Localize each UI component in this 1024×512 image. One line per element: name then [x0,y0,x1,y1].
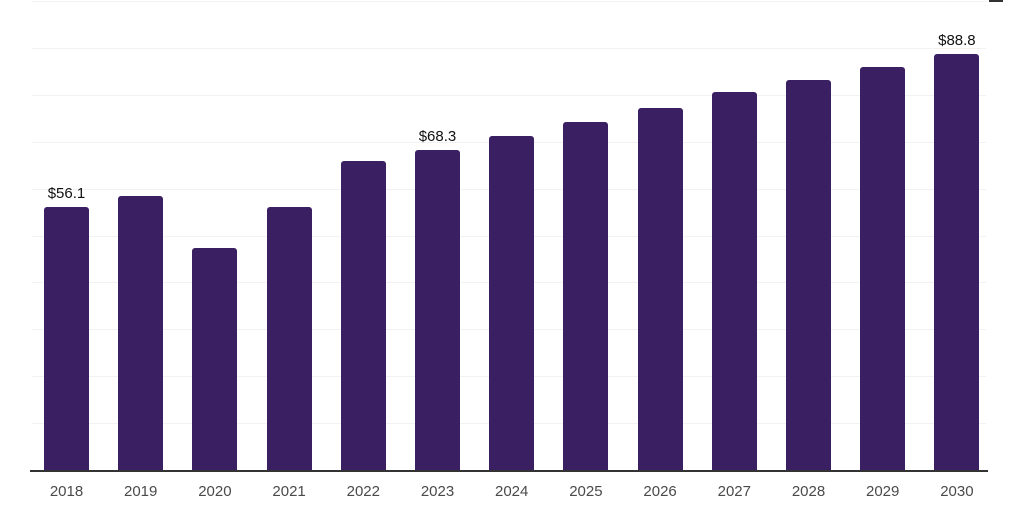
data-label-2030: $88.8 [938,31,976,49]
x-tick-label-2019: 2019 [124,483,158,500]
bar-2026[interactable] [637,107,683,470]
gridline-100 [32,0,986,2]
bar-2025[interactable] [563,122,609,470]
x-tick-label-2029: 2029 [866,483,900,500]
x-tick-label-2025: 2025 [569,483,603,500]
bar-2029[interactable] [860,67,906,470]
cropped-menu-icon [989,0,1003,2]
x-tick-label-2020: 2020 [198,483,232,500]
data-label-2018: $56.1 [47,184,86,202]
x-tick-label-2023: 2023 [420,483,455,500]
bar-2030[interactable] [934,53,980,470]
x-tick-label-2022: 2022 [346,483,380,500]
x-tick-label-2021: 2021 [272,483,306,500]
bar-2023[interactable] [415,149,460,470]
x-tick-label-2018: 2018 [49,483,84,500]
bar-2019[interactable] [118,195,164,470]
bar-2020[interactable] [192,247,238,470]
x-tick-label-2028: 2028 [791,483,826,500]
x-tick-label-2030: 2030 [940,483,974,500]
x-tick-label-2026: 2026 [643,483,677,500]
bar-2022[interactable] [340,161,386,470]
bar-2018[interactable] [44,206,89,470]
bar-2021[interactable] [266,207,312,470]
gridline-80 [32,94,986,96]
x-tick-label-2027: 2027 [717,483,751,500]
data-label-2023: $68.3 [418,127,457,145]
bar-2027[interactable] [711,91,757,470]
x-tick-label-2024: 2024 [495,483,529,500]
bar-2024[interactable] [489,135,535,470]
gridline-90 [32,47,986,49]
bar-2028[interactable] [786,80,831,470]
x-axis-line [30,470,988,472]
